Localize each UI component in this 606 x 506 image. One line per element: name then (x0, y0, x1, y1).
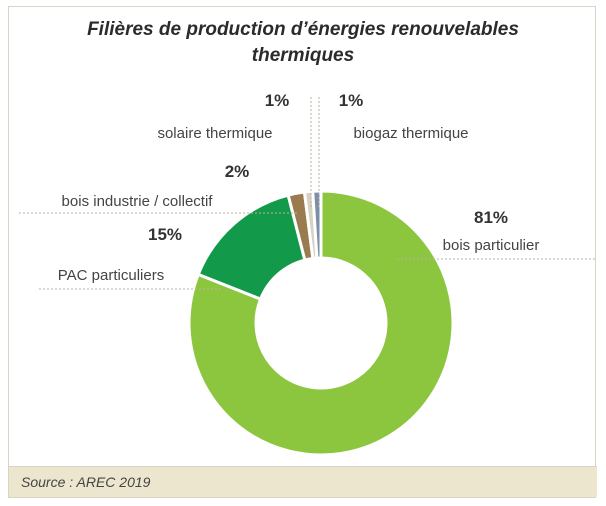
label-cat-biogaz-thermique: biogaz thermique (353, 125, 468, 142)
label-cat-bois-industrie: bois industrie / collectif (62, 193, 214, 210)
label-cat-pac-particuliers: PAC particuliers (58, 267, 164, 284)
label-cat-solaire-thermique: solaire thermique (157, 125, 272, 142)
donut-chart: 81% bois particulier 15% PAC particulier… (19, 91, 597, 457)
label-pct-pac-particuliers: 15% (148, 225, 182, 244)
source-text: Source : AREC 2019 (21, 474, 151, 490)
chart-frame: Filières de production d’énergies renouv… (8, 6, 597, 498)
donut-slice-biogaz-thermique (311, 189, 323, 260)
source-footer: Source : AREC 2019 (9, 466, 597, 497)
chart-title-line2: thermiques (251, 45, 355, 66)
label-cat-bois-particulier: bois particulier (443, 237, 540, 254)
donut-slice-bois-particulier (187, 189, 455, 457)
chart-title-line1: Filières de production d’énergies renouv… (87, 19, 519, 40)
label-pct-solaire-thermique: 1% (265, 91, 290, 110)
label-pct-bois-particulier: 81% (474, 208, 508, 227)
label-pct-biogaz-thermique: 1% (339, 91, 364, 110)
chart-title: Filières de production d’énergies renouv… (9, 17, 597, 69)
label-pct-bois-industrie: 2% (225, 162, 250, 181)
